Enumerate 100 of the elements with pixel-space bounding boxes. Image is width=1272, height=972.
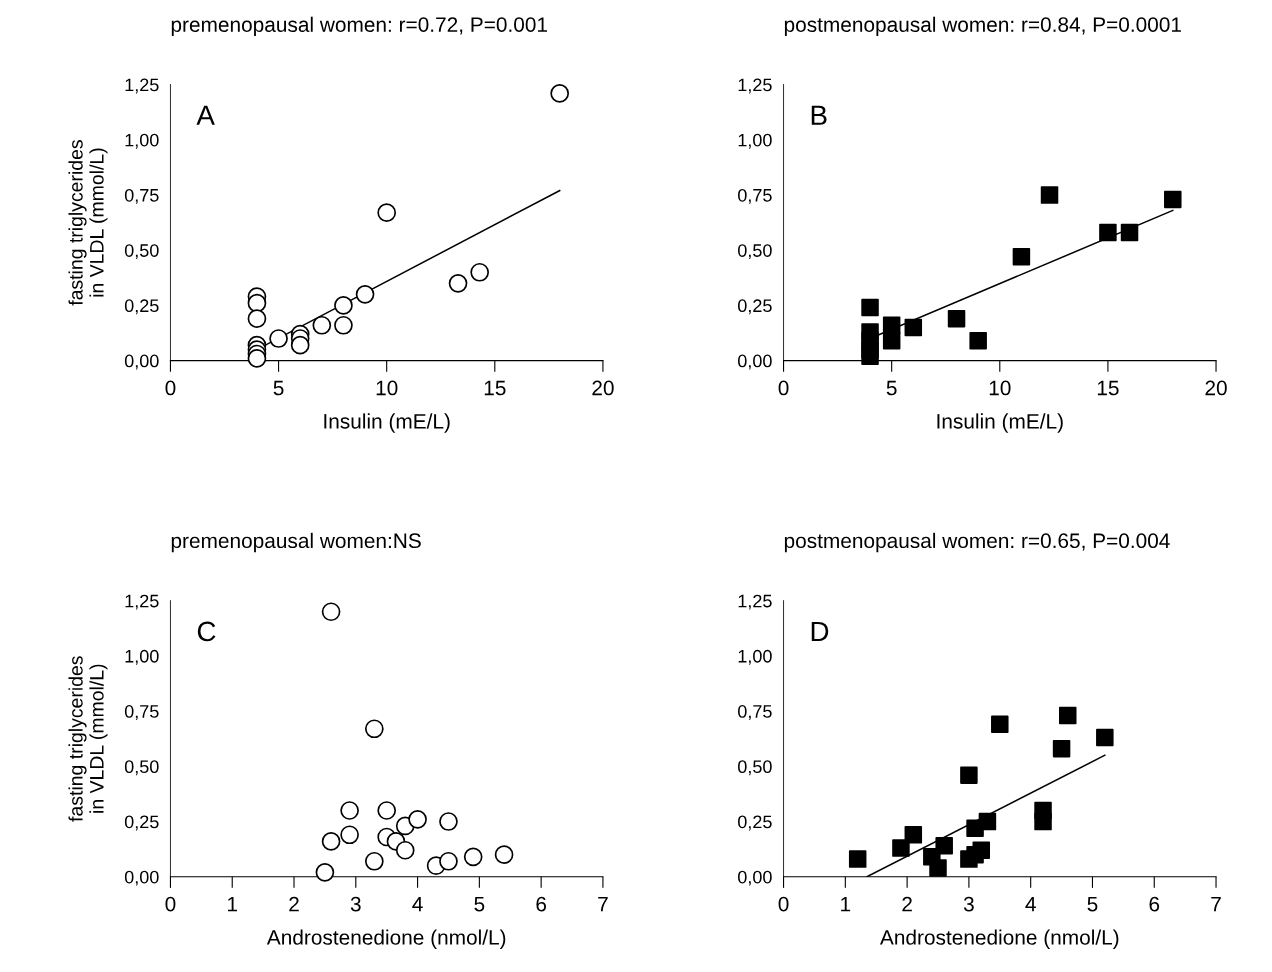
x-tick-label: 1 xyxy=(841,896,851,912)
point xyxy=(991,715,1009,734)
chart-title: postmenopausal women: r=0.65, P=0.004 xyxy=(784,532,1170,553)
point xyxy=(1040,186,1059,204)
point xyxy=(355,285,375,304)
y-tick-label: 0,75 xyxy=(124,188,159,204)
point xyxy=(247,309,267,328)
y-tick-label: 1,25 xyxy=(125,594,159,610)
point xyxy=(969,331,987,350)
point xyxy=(364,719,384,739)
x-tick-label: 7 xyxy=(598,896,608,912)
point xyxy=(334,315,353,335)
point xyxy=(290,335,310,355)
point xyxy=(892,839,910,857)
point xyxy=(463,847,483,867)
point xyxy=(882,331,901,350)
point xyxy=(935,837,953,855)
chart-title: premenopausal women:NS xyxy=(171,532,421,553)
point xyxy=(247,349,267,368)
point xyxy=(1058,706,1077,725)
point xyxy=(340,825,359,845)
x-tick-label: 15 xyxy=(484,380,506,396)
y-tick-label: 0,25 xyxy=(124,299,159,315)
point xyxy=(408,809,427,829)
x-axis-title: Insulin (mE/L) xyxy=(324,413,450,433)
x-tick-label: 1 xyxy=(228,896,238,912)
point xyxy=(395,840,415,860)
y-tick-label: 1,25 xyxy=(738,78,772,94)
y-tick-label: 1,00 xyxy=(738,649,772,665)
x-tick-label: 20 xyxy=(1205,380,1227,396)
y-tick-label: 0,50 xyxy=(124,760,159,776)
point xyxy=(861,347,879,365)
point xyxy=(904,318,923,337)
point xyxy=(448,273,468,293)
y-tick-label: 0,25 xyxy=(738,815,772,831)
point xyxy=(1120,223,1139,242)
y-tick-label: 1,00 xyxy=(738,133,772,149)
x-tick-label: 10 xyxy=(376,380,398,396)
point xyxy=(848,850,867,868)
point xyxy=(377,203,397,222)
x-tick-label: 0 xyxy=(165,896,176,912)
x-tick-label: 6 xyxy=(1149,896,1160,912)
chart-title: premenopausal women: r=0.72, P=0.001 xyxy=(171,16,547,37)
y-tick-label: 0,00 xyxy=(124,870,159,886)
x-axis-title: Insulin (mE/L) xyxy=(937,413,1063,433)
point xyxy=(550,84,570,103)
y-tick-label: 1,25 xyxy=(125,78,159,94)
x-tick-label: 3 xyxy=(963,896,974,912)
x-tick-label: 4 xyxy=(1025,896,1036,912)
point xyxy=(494,845,514,864)
point xyxy=(972,841,991,859)
x-axis-title: Androstenedione (nmol/L) xyxy=(266,929,506,949)
x-tick-label: 0 xyxy=(165,380,176,396)
y-tick-label: 0,75 xyxy=(738,705,772,720)
y-tick-label: 0,00 xyxy=(124,354,159,370)
x-tick-label: 3 xyxy=(350,896,361,912)
x-tick-label: 2 xyxy=(902,896,912,912)
y-tick-label: 0,25 xyxy=(124,815,159,831)
y-tick-label: 0,50 xyxy=(738,760,772,776)
point xyxy=(312,315,332,335)
y-tick-label: 0,75 xyxy=(124,705,159,720)
point xyxy=(321,602,341,622)
point xyxy=(334,296,353,315)
annotation: B xyxy=(811,105,827,125)
x-tick-label: 5 xyxy=(1087,896,1098,912)
point xyxy=(861,298,879,317)
x-tick-label: 0 xyxy=(778,896,789,912)
point xyxy=(340,801,359,820)
point xyxy=(247,293,267,313)
point xyxy=(1052,739,1071,758)
point xyxy=(947,309,966,328)
y-tick-label: 0,50 xyxy=(738,244,772,260)
point xyxy=(904,826,923,844)
point xyxy=(1099,223,1117,242)
annotation: D xyxy=(811,621,829,641)
y-tick-label: 1,00 xyxy=(125,649,159,665)
y-tick-label: 1,25 xyxy=(738,594,772,610)
x-tick-label: 20 xyxy=(592,380,614,396)
point xyxy=(1096,728,1114,747)
point xyxy=(1034,812,1052,831)
chart-title: postmenopausal women: r=0.84, P=0.0001 xyxy=(784,16,1181,37)
point xyxy=(439,812,458,831)
point xyxy=(470,262,490,282)
x-tick-label: 7 xyxy=(1211,896,1221,912)
point xyxy=(377,801,397,820)
y-tick-label: 1,00 xyxy=(125,133,159,149)
x-tick-label: 6 xyxy=(536,896,547,912)
point xyxy=(1164,190,1182,209)
x-tick-label: 5 xyxy=(273,380,284,396)
x-tick-label: 2 xyxy=(289,896,299,912)
x-tick-label: 5 xyxy=(474,896,485,912)
x-tick-label: 4 xyxy=(412,896,423,912)
point xyxy=(315,862,335,882)
point xyxy=(364,851,384,871)
y-tick-label: 0,25 xyxy=(738,299,772,315)
y-tick-label: 0,75 xyxy=(738,188,772,204)
point xyxy=(960,766,978,784)
y-tick-label: 0,00 xyxy=(738,870,772,886)
x-tick-label: 10 xyxy=(989,380,1011,396)
y-tick-label: 0,00 xyxy=(738,354,772,370)
